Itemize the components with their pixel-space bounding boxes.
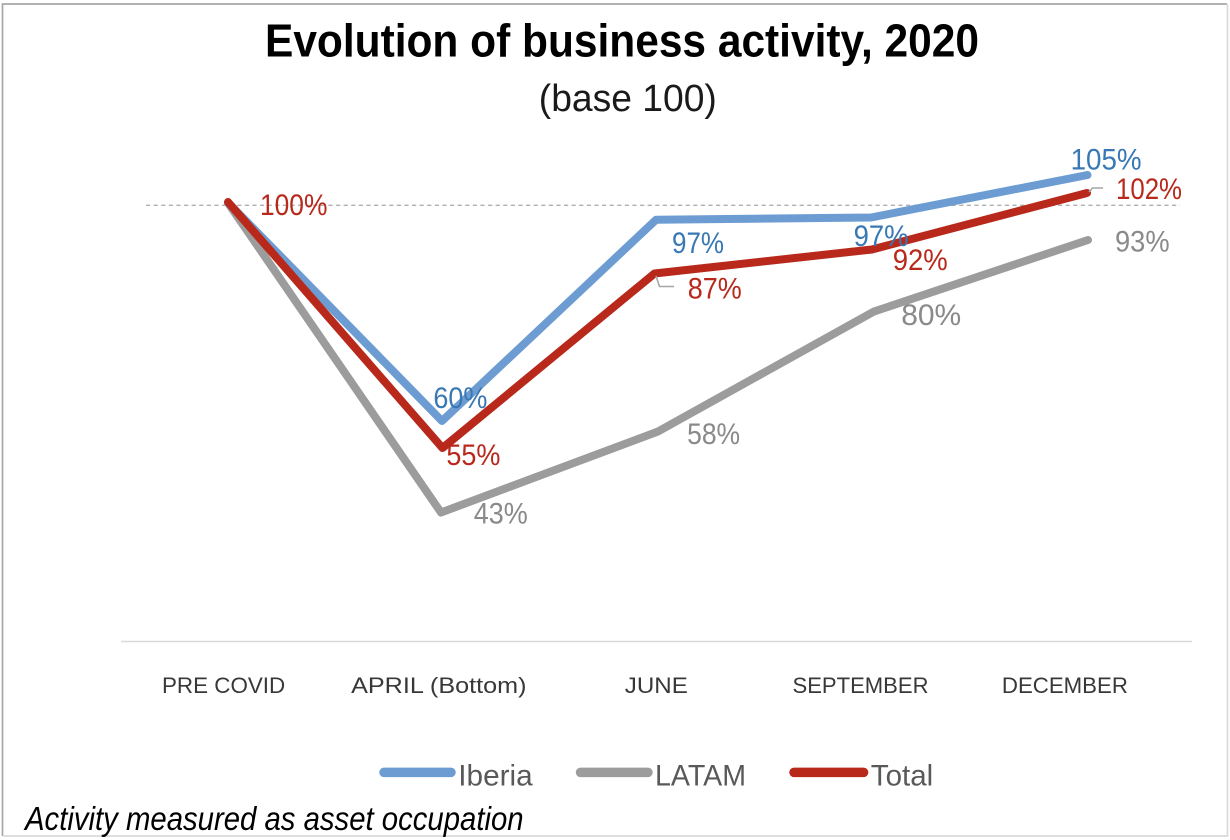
svg-text:DECEMBER: DECEMBER (1002, 673, 1128, 698)
svg-text:55%: 55% (446, 439, 500, 472)
svg-text:Total: Total (871, 760, 933, 793)
svg-text:PRE COVID: PRE COVID (162, 673, 285, 698)
svg-text:87%: 87% (688, 272, 742, 305)
svg-text:Activity measured as asset occ: Activity measured as asset occupation (23, 800, 523, 837)
svg-text:Evolution of business activity: Evolution of business activity, 2020 (265, 15, 979, 67)
svg-text:93%: 93% (1115, 226, 1170, 259)
svg-text:97%: 97% (854, 220, 909, 253)
svg-text:Iberia: Iberia (458, 760, 533, 793)
svg-text:92%: 92% (893, 244, 948, 277)
svg-text:APRIL (Bottom): APRIL (Bottom) (351, 673, 526, 698)
svg-text:97%: 97% (672, 227, 724, 260)
svg-text:60%: 60% (433, 382, 487, 415)
svg-text:LATAM: LATAM (655, 760, 746, 793)
svg-text:58%: 58% (687, 418, 740, 451)
svg-text:105%: 105% (1071, 144, 1142, 177)
svg-text:100%: 100% (260, 189, 327, 222)
svg-text:43%: 43% (474, 498, 528, 531)
svg-text:(base 100): (base 100) (539, 78, 717, 120)
svg-text:SEPTEMBER: SEPTEMBER (793, 673, 929, 698)
svg-text:JUNE: JUNE (625, 673, 688, 698)
svg-text:102%: 102% (1116, 173, 1182, 206)
svg-text:80%: 80% (901, 299, 961, 332)
